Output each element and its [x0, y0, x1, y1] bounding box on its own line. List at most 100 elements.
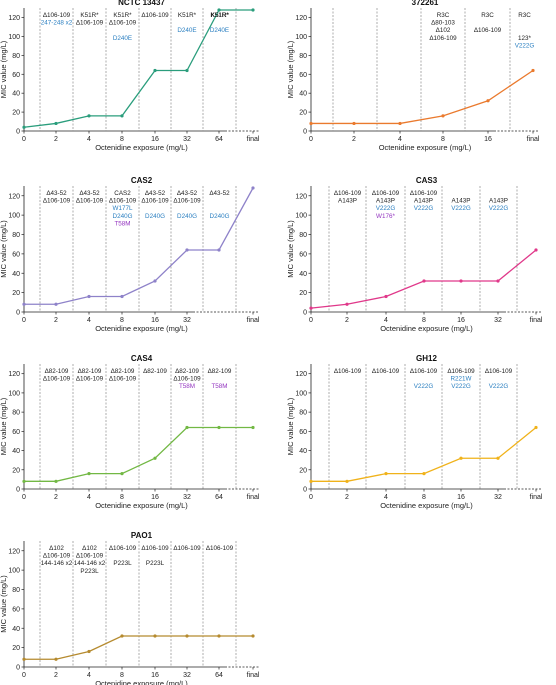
data-point — [251, 8, 255, 12]
data-point — [251, 186, 255, 190]
mutation-annotation: Δ106-109 — [109, 198, 137, 205]
x-axis-label: Octenidine exposure (mg/L) — [95, 501, 188, 510]
y-tick-label: 0 — [16, 665, 20, 672]
x-tick-label: 0 — [309, 494, 313, 501]
mutation-annotation: Δ106-109 — [447, 368, 475, 375]
x-tick-label: 4 — [87, 494, 91, 501]
panel-title: CAS4 — [131, 354, 153, 363]
x-tick-label: 0 — [309, 136, 313, 143]
panel-cas2: CAS2 0 20 40 60 80 100 120 0 2 4 8 16 32 final Octenidi… — [0, 176, 260, 333]
data-point — [153, 634, 157, 638]
y-tick-label: 120 — [8, 548, 20, 555]
x-tick-label: final — [530, 317, 543, 324]
mutation-annotation: T58M — [179, 383, 195, 390]
series-line — [311, 69, 534, 125]
y-tick-label: 60 — [12, 429, 20, 436]
panel-pao1: PAO1 0 20 40 60 80 100 120 0 2 4 8 16 32 64 final Octeni… — [0, 531, 260, 685]
x-tick-label: 64 — [215, 672, 223, 679]
data-point — [345, 479, 349, 483]
mutation-annotation: Δ106-109 — [109, 376, 137, 383]
x-tick-label: 8 — [120, 494, 124, 501]
mutation-annotation: Δ106-109 — [410, 368, 438, 375]
mutation-annotation: P223L — [80, 568, 99, 575]
mutation-annotation: T58M — [114, 220, 130, 227]
y-tick-label: 60 — [299, 72, 307, 79]
mutation-annotation: D240G — [145, 213, 165, 220]
data-point — [153, 279, 157, 283]
x-tick-label: final — [530, 494, 543, 501]
data-point — [496, 279, 500, 283]
mutation-annotation: Δ106-109 — [334, 190, 362, 197]
x-tick-label: 8 — [120, 136, 124, 143]
data-point — [185, 68, 189, 73]
y-tick-label: 0 — [16, 129, 20, 136]
mutation-annotation: Δ106-109 — [474, 27, 502, 34]
y-axis-label: MIC value (mg/L) — [0, 397, 8, 455]
mutation-annotation: K51R* — [211, 12, 230, 19]
data-point — [251, 425, 255, 430]
y-axis-label: MIC value (mg/L) — [0, 40, 8, 98]
y-tick-label: 0 — [303, 487, 307, 494]
data-point — [217, 248, 221, 252]
y-tick-label: 20 — [12, 290, 20, 297]
x-tick-label: 8 — [422, 317, 426, 324]
mutation-annotation: V222G — [451, 383, 471, 390]
mutation-annotation: P223L — [113, 560, 132, 567]
y-axis-label: MIC value (mg/L) — [0, 575, 8, 633]
mutation-annotation: Δ106-109 — [372, 368, 400, 375]
y-tick-label: 80 — [299, 410, 307, 417]
data-point — [153, 456, 157, 460]
y-tick-label: 40 — [12, 91, 20, 98]
data-point — [120, 114, 124, 118]
mutation-annotation: Δ106-109 — [43, 198, 71, 205]
x-tick-label: 4 — [398, 136, 402, 143]
mutation-annotation: Δ82-109 — [208, 368, 232, 375]
mutation-annotation: V222G — [489, 205, 509, 212]
x-tick-label: 16 — [151, 672, 159, 679]
mutation-annotation: K51R* — [210, 12, 229, 19]
mutation-annotation: Δ82-109 — [175, 368, 199, 375]
x-axis-label: Octenidine exposure (mg/L) — [380, 324, 473, 333]
mutation-annotation: Δ43-52 — [46, 190, 67, 197]
y-tick-label: 40 — [12, 448, 20, 455]
panel-title: 372261 — [412, 0, 439, 7]
mutation-annotation: K51R* — [178, 12, 197, 19]
data-point — [22, 479, 26, 483]
mutation-annotation: Δ106-109 — [206, 545, 234, 552]
y-tick-label: 60 — [12, 72, 20, 79]
data-point — [352, 121, 356, 126]
x-tick-label: 0 — [22, 317, 26, 324]
mutation-annotation: V222G — [414, 383, 434, 390]
mutation-annotation: Δ106-109 — [173, 545, 201, 552]
mutation-annotation: Δ82-109 — [143, 368, 167, 375]
x-tick-label: 2 — [54, 494, 58, 501]
y-tick-label: 100 — [295, 390, 307, 397]
data-point — [54, 479, 58, 483]
y-tick-label: 0 — [16, 487, 20, 494]
x-tick-label: 0 — [22, 672, 26, 679]
y-tick-label: 20 — [299, 290, 307, 297]
x-tick-label: 2 — [54, 317, 58, 324]
data-point — [441, 114, 445, 118]
mutation-annotation: Δ106-109 — [43, 376, 71, 383]
x-tick-label: 32 — [494, 494, 502, 501]
mutation-annotation: A143P — [414, 198, 433, 205]
data-point — [459, 279, 463, 283]
y-tick-label: 120 — [295, 371, 307, 378]
y-tick-label: 80 — [299, 53, 307, 60]
x-tick-label: 2 — [352, 136, 356, 143]
y-tick-label: 80 — [12, 587, 20, 594]
x-tick-label: 32 — [494, 317, 502, 324]
data-point — [54, 302, 58, 306]
y-tick-label: 60 — [12, 606, 20, 613]
mutation-annotation: Δ43-52 — [209, 190, 230, 197]
x-tick-label: 8 — [441, 136, 445, 143]
y-tick-label: 20 — [12, 467, 20, 474]
data-point — [54, 657, 58, 661]
mutation-annotation: Δ102 — [49, 545, 64, 552]
panel-372261: 372261 0 20 40 60 80 100 120 0 2 4 8 16 final Octenidi… — [286, 0, 540, 152]
mutation-annotation: W177L — [113, 205, 133, 212]
y-tick-label: 100 — [295, 213, 307, 220]
x-tick-label: 16 — [457, 317, 465, 324]
